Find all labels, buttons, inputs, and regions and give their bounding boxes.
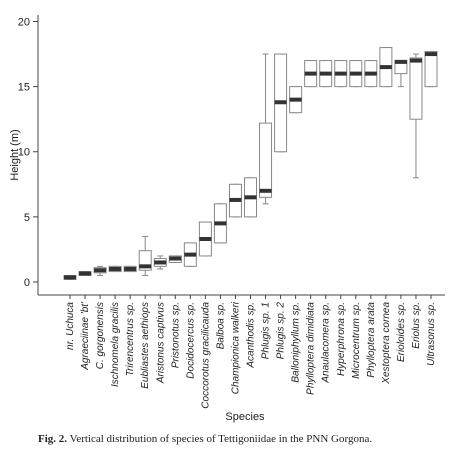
caption: Fig. 2. Vertical distribution of species… <box>38 433 372 445</box>
x-tick-label: Pristonotus sp. <box>170 302 181 368</box>
median <box>349 71 362 76</box>
chart: Height (m) Species 0 5 10 15 20 nr. Uchuca Agr… <box>9 15 445 423</box>
caption-label: Fig. 2. <box>38 433 68 445</box>
x-tick-label: Ultrasonus sp. <box>426 302 437 366</box>
median <box>319 71 332 76</box>
x-tick-label: Microcentrum sp. <box>351 302 362 379</box>
y-tick-label: 20 <box>18 17 30 29</box>
x-tick-label: Phlugis sp. 2 <box>276 302 287 360</box>
x-axis-label: Species <box>225 411 265 423</box>
x-tick-label: Eriolus sp. <box>411 302 422 349</box>
median <box>409 58 422 63</box>
median <box>184 252 197 257</box>
x-tick-label: Trirencentrus sp. <box>125 302 136 376</box>
median <box>274 100 287 105</box>
x-tick-label: Docidocercus sp. <box>185 302 196 379</box>
x-tick-label: Phylloptera dimidiata <box>306 302 317 395</box>
box <box>259 122 273 198</box>
median <box>229 197 242 202</box>
median <box>379 65 392 70</box>
x-tick-label: Erioloides sp. <box>396 302 407 362</box>
y-tick-label: 0 <box>24 277 30 289</box>
median <box>124 266 137 271</box>
x-tick-label: Championica walkeri <box>230 301 241 394</box>
median <box>79 271 92 276</box>
median <box>304 71 317 76</box>
median <box>334 71 347 76</box>
x-tick-label: nr. Uchuca <box>65 302 76 350</box>
median <box>94 268 107 273</box>
median <box>154 260 167 265</box>
x-tick-label: Acanthodis sp. <box>246 302 257 369</box>
median <box>169 256 182 261</box>
x-tick-label: Ischnomela gracilis <box>110 302 121 387</box>
x-tick-label: Hyperphrona sp. <box>336 302 347 376</box>
median <box>364 71 377 76</box>
x-tick-label: Balloniphyllum sp. <box>291 302 302 383</box>
caption-text: Vertical distribution of species of Tett… <box>69 433 373 445</box>
x-tick-label: Phylloptera arata <box>366 302 377 378</box>
x-tick-label: Eubliastes aethiops <box>140 302 151 389</box>
median <box>394 59 407 64</box>
y-axis-label: Height (m) <box>9 129 21 180</box>
median <box>109 266 122 271</box>
x-tick-label: C. gorgonensis <box>95 302 106 369</box>
median <box>139 264 152 269</box>
x-tick-label: Coccorotus gracilicauda <box>200 302 211 409</box>
median <box>64 275 76 280</box>
median <box>199 237 212 241</box>
box <box>409 57 423 120</box>
y-tick-label: 15 <box>18 82 30 94</box>
x-tick-label: Aristonus captivus <box>155 302 166 384</box>
median <box>214 221 227 226</box>
x-tick-label: Xestoptera cornea <box>381 302 392 385</box>
box <box>424 50 438 88</box>
median <box>244 195 257 200</box>
median <box>259 188 272 193</box>
median <box>425 52 437 57</box>
y-tick-label: 5 <box>24 212 30 224</box>
x-tick-label: Agraeciinae 'bt' <box>80 301 91 371</box>
x-tick-label: Balboa sp. <box>215 302 226 349</box>
x-tick-label: Phlugis sp. 1 <box>261 302 272 359</box>
median <box>289 97 302 102</box>
y-tick-label: 10 <box>18 147 30 159</box>
x-tick-label: Anaulacomera sp. <box>321 302 332 384</box>
